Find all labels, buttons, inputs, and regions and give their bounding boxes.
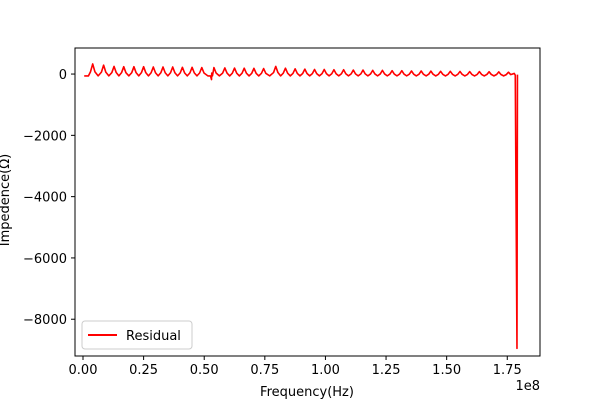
y-tick-label: 0	[59, 68, 67, 83]
y-tick-label: −4000	[23, 191, 67, 206]
x-axis-ticks: 0.00 0.25 0.50 0.75 1.00 1.25 1.50 1.75	[69, 356, 522, 378]
x-tick-label: 0.00	[69, 363, 98, 378]
y-tick-label: −2000	[23, 129, 67, 144]
plot-area	[84, 63, 519, 350]
legend-box	[81, 320, 193, 350]
x-tick-label: 1.25	[372, 363, 401, 378]
x-axis-offset-text: 1e8	[515, 379, 540, 394]
y-axis-label: Impedence(Ω)	[0, 154, 13, 246]
y-axis-ticks: 0 −2000 −4000 −6000 −8000	[23, 68, 75, 328]
axes-frame	[74, 47, 541, 357]
x-tick-label: 0.75	[250, 363, 279, 378]
y-tick-label: −6000	[23, 252, 67, 267]
x-tick-label: 1.50	[432, 363, 461, 378]
x-tick-label: 1.75	[493, 363, 522, 378]
x-tick-label: 0.25	[129, 363, 158, 378]
legend: Residual	[81, 320, 193, 350]
legend-label-residual: Residual	[126, 329, 181, 344]
series-line-residual	[84, 63, 519, 350]
x-tick-label: 0.50	[190, 363, 219, 378]
y-tick-label: −8000	[23, 313, 67, 328]
x-axis-label: Frequency(Hz)	[260, 385, 354, 400]
x-tick-label: 1.00	[311, 363, 340, 378]
